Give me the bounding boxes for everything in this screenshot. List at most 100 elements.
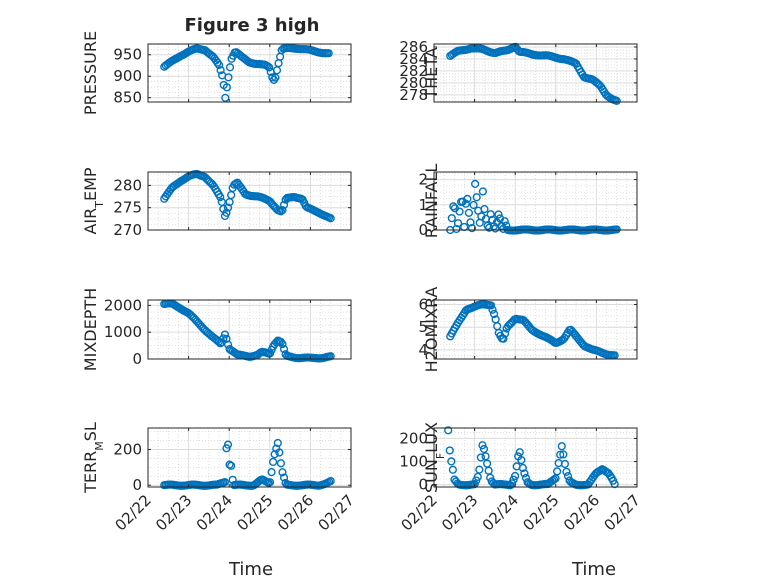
data-point bbox=[269, 457, 278, 467]
data-point bbox=[488, 305, 497, 314]
data-point bbox=[279, 345, 289, 354]
data-point bbox=[326, 352, 335, 361]
data-point bbox=[486, 210, 495, 219]
y-tick-label: 100 bbox=[399, 453, 428, 471]
data-point bbox=[563, 471, 573, 481]
y-tick-label: 850 bbox=[113, 89, 142, 107]
y-tick-label: 200 bbox=[399, 429, 428, 447]
data-point bbox=[461, 199, 470, 208]
data-point bbox=[520, 469, 529, 478]
y-tick-label: 200 bbox=[113, 440, 142, 458]
plot-area-sun_flux bbox=[434, 428, 637, 487]
data-point bbox=[452, 224, 461, 234]
axes-frame-pressure bbox=[147, 43, 352, 103]
data-series-theta bbox=[446, 42, 621, 105]
y-axis-label-sun_flux: SUNFLUX bbox=[422, 422, 447, 493]
data-point bbox=[326, 214, 335, 223]
y-tick-label: 280 bbox=[113, 176, 142, 194]
data-point bbox=[464, 208, 474, 217]
data-point bbox=[225, 63, 235, 72]
data-series-sun_flux bbox=[444, 426, 619, 490]
data-point bbox=[270, 450, 279, 459]
subplot-pressure: 850 900 950 PRESSURE bbox=[81, 31, 352, 115]
y-axis-label-h2omixra: H2OMIXRA bbox=[422, 287, 441, 373]
data-point bbox=[222, 83, 231, 92]
data-series-terr_msl bbox=[160, 438, 335, 490]
data-point bbox=[557, 442, 566, 451]
plot-area-terr_msl bbox=[148, 428, 351, 487]
y-tick-label: 900 bbox=[113, 67, 142, 85]
y-tick-label: 0 bbox=[132, 476, 142, 494]
data-point bbox=[214, 60, 224, 70]
data-point bbox=[222, 334, 231, 344]
data-point bbox=[610, 480, 619, 489]
data-point bbox=[478, 187, 488, 196]
data-point bbox=[449, 202, 458, 211]
y-tick-label: 0 bbox=[418, 476, 428, 494]
figure-title: Figure 3 high bbox=[185, 15, 320, 36]
y-tick-label: 2000 bbox=[104, 296, 142, 314]
data-point bbox=[278, 340, 287, 349]
data-point bbox=[278, 468, 287, 477]
y-tick-label: 0 bbox=[132, 350, 142, 368]
data-point bbox=[556, 450, 565, 459]
data-point bbox=[271, 73, 280, 82]
y-tick-label: 0 bbox=[418, 221, 428, 239]
axes-frame-sun_flux bbox=[433, 427, 638, 488]
data-point bbox=[220, 478, 230, 487]
data-point bbox=[553, 467, 562, 476]
data-point bbox=[494, 210, 503, 219]
data-point bbox=[500, 329, 510, 338]
data-point bbox=[476, 453, 485, 462]
y-axis-label-mixdepth: MIXDEPTH bbox=[81, 288, 100, 371]
data-point bbox=[273, 438, 282, 448]
data-point bbox=[511, 471, 520, 481]
data-point bbox=[469, 200, 478, 210]
axes-frame-mixdepth bbox=[147, 299, 352, 360]
data-series-h2omixra bbox=[446, 300, 619, 360]
data-point bbox=[224, 73, 233, 82]
y-tick-label: 282 bbox=[399, 62, 428, 80]
y-tick-label: 284 bbox=[399, 50, 428, 68]
data-point bbox=[276, 337, 286, 347]
y-axis-label-terr_msl: TERRMSL bbox=[81, 422, 106, 494]
data-point bbox=[220, 330, 230, 339]
axes-frame-rainfall bbox=[433, 171, 638, 231]
data-point bbox=[559, 450, 568, 459]
axes-frame-h2omixra bbox=[433, 299, 638, 360]
y-tick-label: 275 bbox=[113, 199, 142, 217]
data-point bbox=[562, 467, 571, 476]
y-tick-label: 4 bbox=[418, 341, 428, 359]
data-point bbox=[447, 457, 456, 466]
y-tick-label: 950 bbox=[113, 46, 142, 64]
y-tick-label: 1000 bbox=[104, 323, 142, 341]
data-point bbox=[223, 203, 233, 212]
data-point bbox=[221, 93, 230, 102]
y-tick-label: 286 bbox=[399, 38, 428, 56]
y-tick-label: 5 bbox=[418, 318, 428, 336]
data-point bbox=[463, 194, 472, 204]
data-point bbox=[549, 475, 559, 484]
y-axis-label-rainfall: RAINFALL bbox=[422, 164, 441, 239]
subplot-air_temp: 270 275 280 AIRTEMP bbox=[81, 167, 352, 239]
data-point bbox=[471, 179, 480, 189]
data-point bbox=[276, 207, 286, 216]
data-point bbox=[499, 334, 508, 343]
data-point bbox=[445, 446, 454, 455]
axes-frame-terr_msl bbox=[147, 427, 352, 488]
data-point bbox=[227, 461, 236, 470]
data-point bbox=[489, 309, 499, 319]
data-point bbox=[216, 193, 225, 202]
data-point bbox=[222, 208, 231, 217]
data-point bbox=[219, 334, 228, 343]
axes-frame-theta bbox=[433, 43, 638, 103]
y-tick-label: 6 bbox=[418, 296, 428, 314]
data-point bbox=[518, 463, 527, 473]
data-point bbox=[216, 66, 225, 75]
data-point bbox=[560, 459, 569, 469]
data-point bbox=[475, 465, 484, 474]
data-point bbox=[472, 193, 481, 202]
data-point bbox=[276, 459, 286, 468]
